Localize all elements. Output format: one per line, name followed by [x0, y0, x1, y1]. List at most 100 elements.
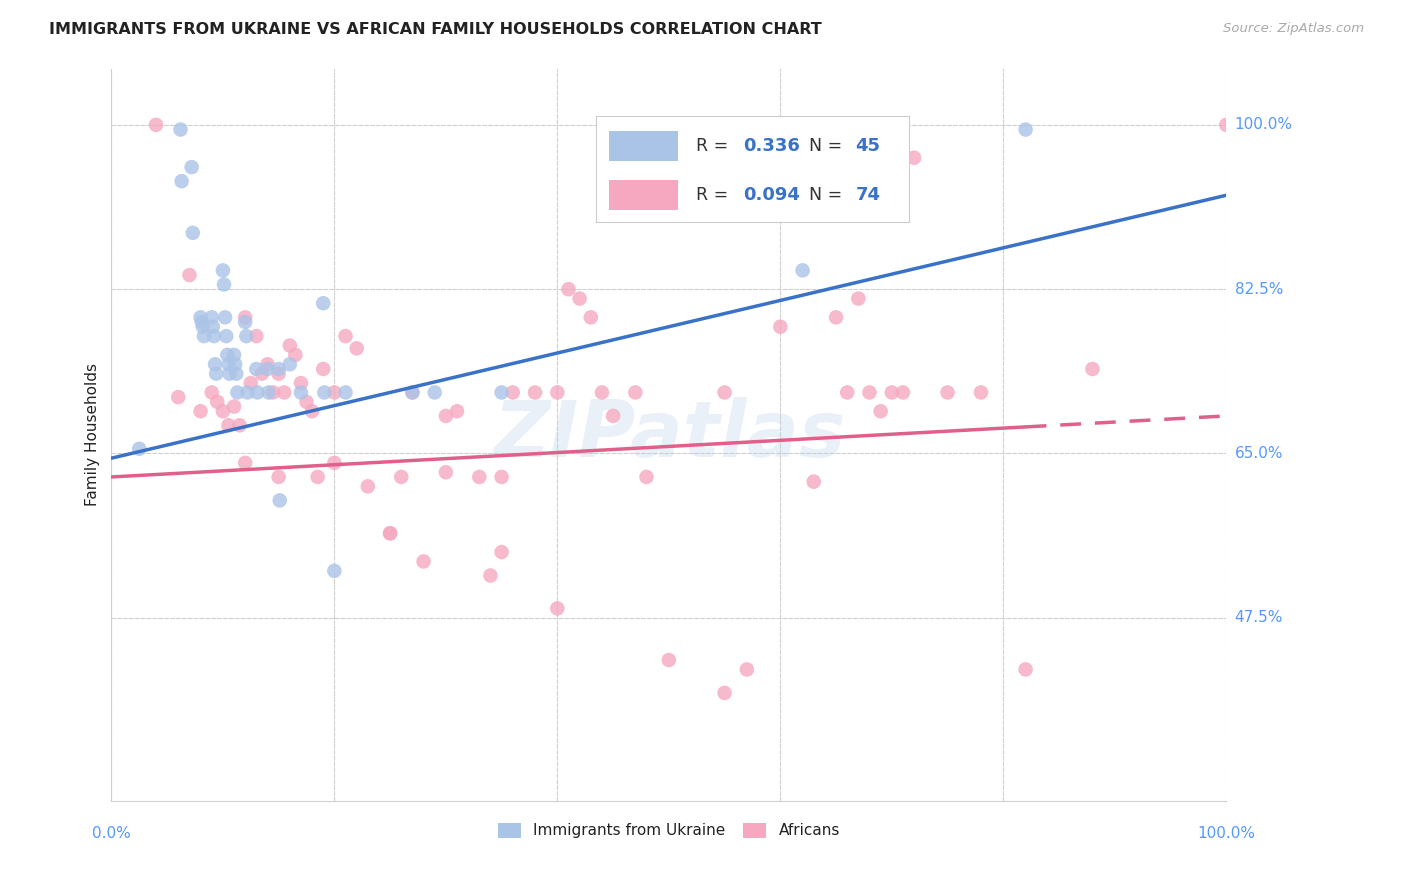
Point [335, 385, 357, 400]
Point [233, 456, 256, 470]
Point [792, 263, 814, 277]
Point [278, 338, 301, 352]
Point [262, 385, 284, 400]
Text: 47.5%: 47.5% [1234, 610, 1282, 625]
Point [193, 329, 215, 343]
Point [502, 385, 524, 400]
Point [214, 310, 236, 325]
Point [170, 174, 193, 188]
Point [323, 564, 346, 578]
Point [936, 385, 959, 400]
Point [273, 385, 295, 400]
Point [256, 357, 278, 371]
Point [546, 601, 568, 615]
Point [389, 470, 412, 484]
Point [880, 385, 903, 400]
Point [312, 296, 335, 310]
Point [212, 404, 235, 418]
Point [903, 151, 925, 165]
Point [1215, 118, 1237, 132]
Point [222, 400, 245, 414]
Point [256, 362, 278, 376]
Point [217, 357, 239, 371]
Point [215, 329, 238, 343]
Point [225, 367, 247, 381]
Point [479, 568, 502, 582]
Point [323, 456, 346, 470]
Point [1014, 122, 1036, 136]
Y-axis label: Family Households: Family Households [86, 363, 100, 506]
Point [190, 310, 212, 325]
Point [602, 409, 624, 423]
Point [858, 385, 880, 400]
Point [179, 268, 201, 282]
Point [837, 385, 859, 400]
Text: 100.0%: 100.0% [1198, 826, 1256, 841]
Point [412, 554, 434, 568]
Point [803, 475, 825, 489]
Text: 0.0%: 0.0% [91, 826, 131, 841]
Point [591, 385, 613, 400]
Point [201, 319, 224, 334]
Point [825, 310, 848, 325]
Point [235, 329, 257, 343]
Point [202, 329, 225, 343]
Text: 100.0%: 100.0% [1234, 118, 1292, 132]
Point [624, 385, 647, 400]
Point [169, 122, 191, 136]
Point [434, 409, 457, 423]
Point [181, 226, 204, 240]
Point [245, 362, 267, 376]
Point [1081, 362, 1104, 376]
Point [233, 310, 256, 325]
Point [190, 404, 212, 418]
Point [735, 662, 758, 676]
Point [312, 362, 335, 376]
Point [1014, 662, 1036, 676]
Text: IMMIGRANTS FROM UKRAINE VS AFRICAN FAMILY HOUSEHOLDS CORRELATION CHART: IMMIGRANTS FROM UKRAINE VS AFRICAN FAMIL… [49, 22, 823, 37]
Point [357, 479, 380, 493]
Point [236, 385, 259, 400]
Point [167, 390, 190, 404]
Point [233, 315, 256, 329]
Point [245, 329, 267, 343]
Point [713, 385, 735, 400]
Point [970, 385, 993, 400]
Point [228, 418, 250, 433]
Point [290, 385, 312, 400]
Point [191, 319, 214, 334]
Point [278, 357, 301, 371]
Point [212, 277, 235, 292]
Point [284, 348, 307, 362]
Point [335, 329, 357, 343]
Point [226, 385, 249, 400]
Point [128, 442, 150, 456]
Point [568, 292, 591, 306]
Point [713, 686, 735, 700]
Legend: Immigrants from Ukraine, Africans: Immigrants from Ukraine, Africans [492, 817, 846, 845]
Point [217, 348, 239, 362]
Point [204, 357, 226, 371]
Point [434, 465, 457, 479]
Point [218, 367, 240, 381]
Point [658, 653, 681, 667]
Point [491, 470, 513, 484]
Point [257, 385, 280, 400]
Point [557, 282, 579, 296]
Point [491, 545, 513, 559]
Point [468, 470, 491, 484]
Point [224, 357, 246, 371]
Text: 65.0%: 65.0% [1234, 446, 1284, 461]
Point [207, 394, 229, 409]
Point [401, 385, 423, 400]
Point [295, 394, 318, 409]
Point [891, 385, 914, 400]
Text: Source: ZipAtlas.com: Source: ZipAtlas.com [1223, 22, 1364, 36]
Point [269, 493, 291, 508]
Point [846, 292, 869, 306]
Point [378, 526, 401, 541]
Point [201, 310, 224, 325]
Point [222, 348, 245, 362]
Text: 82.5%: 82.5% [1234, 282, 1282, 297]
Point [401, 385, 423, 400]
